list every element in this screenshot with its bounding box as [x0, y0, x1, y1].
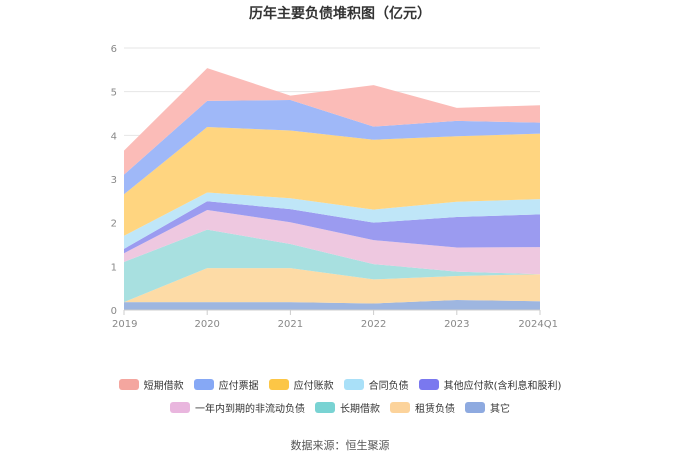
area-series-4 — [124, 210, 540, 275]
legend-swatch — [418, 379, 439, 390]
area-series-8 — [124, 99, 540, 195]
legend-item[interactable]: 其他应付款(含利息和股利) — [418, 377, 562, 392]
legend-label: 合同负债 — [368, 381, 409, 392]
x-tick-label: 2022 — [361, 319, 386, 330]
legend-label: 租赁负债 — [415, 404, 455, 415]
chart-title: 历年主要负债堆积图（亿元） — [249, 6, 431, 22]
area-series-3 — [124, 229, 540, 303]
y-tick-label: 0 — [111, 306, 117, 317]
x-tick-label: 2020 — [194, 319, 219, 330]
x-tick-label: 2023 — [444, 319, 469, 330]
y-tick-label: 3 — [111, 175, 117, 186]
area-series-9 — [124, 68, 540, 175]
chart-legend: 短期借款 应付票据 应付账款 合同负债 其他应付款(含利息和股利) 一年内到期的非流动负… — [0, 377, 680, 423]
legend-item[interactable]: 应付票据 — [193, 377, 259, 392]
legend-swatch — [193, 379, 214, 390]
stacked-area-chart: 0 1 2 3 4 5 6 2019 2020 2021 2022 2023 2024Q1 — [111, 44, 558, 330]
legend-label: 其它 — [490, 404, 510, 415]
x-tick-label: 2019 — [112, 319, 137, 330]
legend-item[interactable]: 短期借款 — [118, 377, 184, 392]
area-series-1 — [124, 299, 540, 310]
legend-swatch — [390, 402, 410, 413]
legend-label: 其他应付款(含利息和股利) — [443, 381, 562, 392]
legend-item[interactable]: 合同负债 — [343, 377, 409, 392]
legend-row-2: 一年内到期的非流动负债 长期借款 租赁负债 其它 — [0, 400, 680, 415]
y-tick-label: 4 — [111, 131, 117, 142]
legend-label: 应付账款 — [293, 381, 334, 392]
area-series-2 — [124, 268, 540, 304]
x-tick-label: 2024Q1 — [518, 319, 558, 330]
legend-swatch — [343, 379, 364, 390]
legend-item[interactable]: 其它 — [465, 400, 510, 415]
area-series-6 — [124, 192, 540, 249]
y-tick-label: 5 — [111, 88, 117, 99]
y-tick-label: 2 — [111, 219, 117, 230]
legend-swatch — [465, 402, 485, 413]
legend-row-1: 短期借款 应付票据 应付账款 合同负债 其他应付款(含利息和股利) — [0, 377, 680, 392]
legend-label: 短期借款 — [143, 381, 184, 392]
legend-item[interactable]: 长期借款 — [315, 400, 380, 415]
legend-label: 一年内到期的非流动负债 — [195, 404, 305, 415]
x-tick-label: 2021 — [278, 319, 303, 330]
area-series-7 — [124, 127, 540, 236]
legend-swatch — [315, 402, 335, 413]
legend-label: 应付票据 — [218, 381, 259, 392]
y-tick-label: 6 — [111, 44, 117, 55]
y-tick-label: 1 — [111, 262, 117, 273]
legend-item[interactable]: 应付账款 — [268, 377, 334, 392]
data-source-note: 数据来源：恒生聚源 — [290, 439, 390, 452]
legend-item[interactable]: 一年内到期的非流动负债 — [170, 400, 305, 415]
legend-swatch — [118, 379, 139, 390]
area-series-5 — [124, 201, 540, 254]
legend-swatch — [170, 402, 190, 413]
legend-swatch — [268, 379, 289, 390]
legend-label: 长期借款 — [340, 404, 380, 415]
legend-item[interactable]: 租赁负债 — [390, 400, 455, 415]
